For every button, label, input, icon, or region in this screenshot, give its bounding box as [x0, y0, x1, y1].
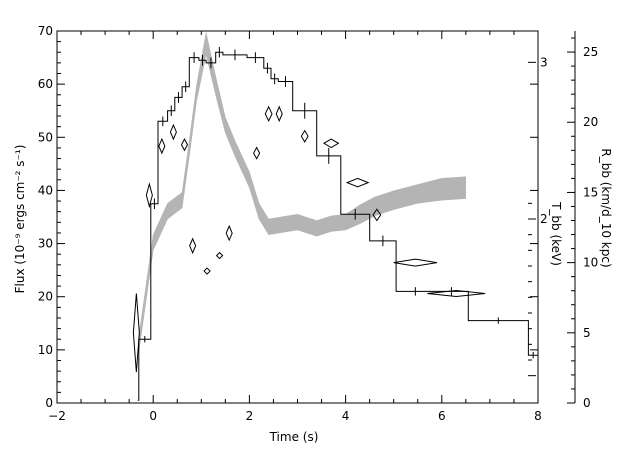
radius-diamond — [189, 237, 197, 255]
radius-diamond — [253, 146, 261, 160]
radius-diamond — [427, 290, 486, 298]
x-tick-label: 4 — [342, 409, 350, 423]
r-tick-label: 0 — [583, 396, 591, 410]
y2-axis-title: T_bb (keV) — [549, 201, 563, 266]
temperature-band-area — [138, 32, 467, 353]
y-tick-label: 50 — [38, 130, 53, 144]
radius-diamond — [215, 251, 224, 260]
temperature-axis: 23 — [528, 55, 548, 377]
radius-diamond — [158, 137, 166, 155]
radius-diamond — [275, 105, 283, 123]
flux-histogram — [137, 46, 538, 401]
radius-diamond — [145, 182, 153, 209]
radius-diamond — [132, 293, 140, 373]
x-axis-title: Time (s) — [269, 430, 319, 444]
y-tick-label: 60 — [38, 77, 53, 91]
r-tick-label: 15 — [583, 185, 598, 199]
r-tick-label: 25 — [583, 45, 598, 59]
radius-diamond — [225, 224, 233, 242]
y-axis-title: Flux (10⁻⁹ ergs cm⁻² s⁻¹) — [13, 145, 27, 294]
radius-diamond — [372, 208, 382, 222]
radius-diamond — [345, 177, 370, 188]
time-axis: −2 0 2 4 6 8 — [48, 31, 542, 423]
y-tick-label: 20 — [38, 290, 53, 304]
radius-diamond — [322, 138, 340, 149]
y-tick-label: 0 — [45, 396, 53, 410]
x-tick-label: 6 — [438, 409, 446, 423]
radius-diamond — [264, 105, 273, 122]
y-tick-label: 30 — [38, 237, 53, 251]
y3-axis-title: R_bb (km/d_10 kpc) — [599, 148, 613, 267]
radius-diamonds — [132, 105, 486, 373]
r-tick-label: 10 — [583, 256, 598, 270]
temperature-band — [138, 32, 467, 353]
y-tick-label: 70 — [38, 24, 53, 38]
x-tick-label: 2 — [246, 409, 254, 423]
flux-histogram-line — [137, 51, 538, 401]
x-tick-label: 0 — [149, 409, 157, 423]
y-tick-label: 10 — [38, 343, 53, 357]
t-tick-label: 2 — [540, 212, 548, 226]
radius-axis: 0 5 10 15 20 25 — [567, 31, 598, 410]
r-tick-label: 20 — [583, 115, 598, 129]
radius-diamond — [300, 129, 309, 143]
radius-diamond — [393, 258, 438, 267]
flux-axis: 0 10 20 30 40 50 60 70 — [38, 24, 538, 410]
radius-diamond — [180, 138, 189, 152]
x-tick-label: 8 — [534, 409, 542, 423]
y-tick-label: 40 — [38, 183, 53, 197]
r-tick-label: 5 — [583, 326, 591, 340]
radius-diamond — [169, 123, 177, 141]
x-tick-label: −2 — [48, 409, 66, 423]
t-tick-label: 3 — [540, 55, 548, 69]
radius-diamond — [203, 267, 211, 275]
